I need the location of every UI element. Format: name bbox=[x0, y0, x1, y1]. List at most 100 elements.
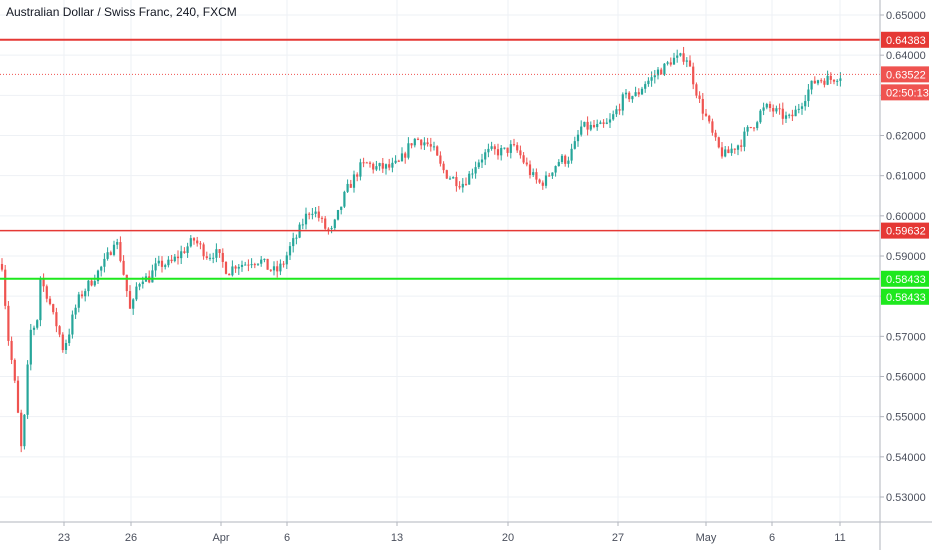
candle-body bbox=[164, 265, 167, 267]
candle-body bbox=[692, 66, 695, 85]
candle-body bbox=[816, 80, 820, 84]
candle-body bbox=[160, 260, 164, 267]
candle-body bbox=[551, 172, 554, 176]
candle-body bbox=[624, 92, 628, 95]
candle-body bbox=[567, 160, 570, 164]
candle-body bbox=[628, 92, 631, 100]
candle-body bbox=[215, 249, 218, 258]
candle-body bbox=[352, 174, 356, 188]
resistance-badge bbox=[881, 31, 929, 48]
time-tick-label: Apr bbox=[212, 532, 229, 544]
horizontal-levels[interactable] bbox=[0, 38, 880, 280]
candle-body bbox=[669, 62, 672, 65]
candle-body bbox=[20, 412, 23, 447]
price-badges: 0.64383 0.59632 0.58433 0.58433 0.63522 02:50… bbox=[881, 31, 929, 305]
resistance-badge-label: 0.64383 bbox=[886, 35, 926, 47]
candle-body bbox=[506, 147, 509, 153]
candle-body bbox=[477, 162, 480, 168]
candle-body bbox=[663, 63, 666, 75]
candle-body bbox=[749, 126, 752, 128]
candle-body bbox=[330, 228, 333, 230]
candle-body bbox=[464, 183, 468, 185]
candle-body bbox=[666, 62, 669, 64]
candle-body bbox=[61, 334, 64, 351]
candle-body bbox=[10, 340, 13, 360]
price-tick-label: 0.54000 bbox=[886, 452, 926, 464]
candle-body bbox=[570, 148, 573, 161]
candle-body bbox=[80, 294, 84, 297]
candle-body bbox=[346, 183, 349, 192]
candle-body bbox=[196, 240, 199, 244]
candle-body bbox=[794, 109, 797, 117]
candle-body bbox=[407, 143, 410, 158]
candle-body bbox=[375, 166, 378, 170]
time-axis[interactable]: 23 26 Apr 6 13 20 27 May 6 11 bbox=[58, 522, 846, 544]
candle-body bbox=[714, 132, 717, 138]
candle-body bbox=[119, 242, 122, 261]
candle-body bbox=[32, 327, 36, 330]
candle-body bbox=[608, 119, 612, 123]
candle-body bbox=[202, 244, 205, 257]
candle-body bbox=[621, 94, 624, 111]
candle-body bbox=[26, 364, 29, 415]
candle-body bbox=[436, 146, 439, 156]
candle-body bbox=[292, 238, 295, 247]
candle-body bbox=[564, 155, 567, 164]
candle-body bbox=[439, 155, 442, 164]
candle-body bbox=[720, 147, 724, 157]
candle-body bbox=[189, 238, 192, 247]
resistance-2-badge-label: 0.59632 bbox=[886, 226, 926, 238]
candle-body bbox=[522, 155, 525, 163]
current-price-label: 0.63522 bbox=[886, 69, 926, 81]
candle-body bbox=[528, 164, 532, 175]
candle-body bbox=[272, 266, 276, 271]
candle-body bbox=[676, 55, 679, 58]
candle-body bbox=[128, 291, 132, 309]
candle-body bbox=[327, 228, 330, 230]
candle-body bbox=[420, 139, 423, 146]
candle-body bbox=[640, 88, 644, 95]
candle-body bbox=[554, 166, 557, 173]
candle-body bbox=[308, 213, 311, 215]
candle-body bbox=[637, 92, 640, 95]
candle-body bbox=[122, 260, 125, 275]
candle-body bbox=[336, 209, 340, 220]
candle-body bbox=[372, 163, 375, 170]
candle-body bbox=[304, 213, 308, 225]
candle-body bbox=[180, 251, 183, 259]
candle-body bbox=[832, 79, 836, 82]
candle-body bbox=[282, 263, 285, 265]
candle-body bbox=[192, 238, 196, 241]
candle-body bbox=[13, 359, 16, 381]
candle-body bbox=[317, 211, 320, 218]
candle-body bbox=[653, 75, 656, 78]
candle-body bbox=[4, 269, 7, 306]
chart-title: Australian Dollar / Swiss Franc, 240, FX… bbox=[6, 5, 237, 19]
candle-body bbox=[804, 101, 807, 107]
candle-body bbox=[592, 124, 596, 128]
candle-body bbox=[340, 206, 343, 210]
candle-body bbox=[138, 284, 141, 287]
candle-body bbox=[23, 414, 26, 447]
candle-body bbox=[455, 177, 458, 187]
candle-body bbox=[733, 148, 736, 150]
candle-body bbox=[106, 252, 109, 259]
candle-body bbox=[276, 266, 279, 272]
candle-body bbox=[64, 343, 68, 351]
time-tick-label: 26 bbox=[125, 532, 137, 544]
candle-body bbox=[365, 162, 368, 164]
candle-body bbox=[269, 269, 272, 271]
candle-body bbox=[301, 224, 304, 226]
candle-body bbox=[103, 258, 106, 267]
candle-body bbox=[605, 122, 608, 124]
candle-body bbox=[672, 57, 676, 65]
price-tick-label: 0.64000 bbox=[886, 50, 926, 62]
price-tick-label: 0.53000 bbox=[886, 492, 926, 504]
candle-body bbox=[228, 273, 231, 276]
candles bbox=[0, 46, 842, 453]
candle-body bbox=[42, 278, 45, 287]
candle-body bbox=[797, 108, 800, 110]
candle-body bbox=[615, 109, 618, 115]
candle-body bbox=[176, 256, 180, 259]
